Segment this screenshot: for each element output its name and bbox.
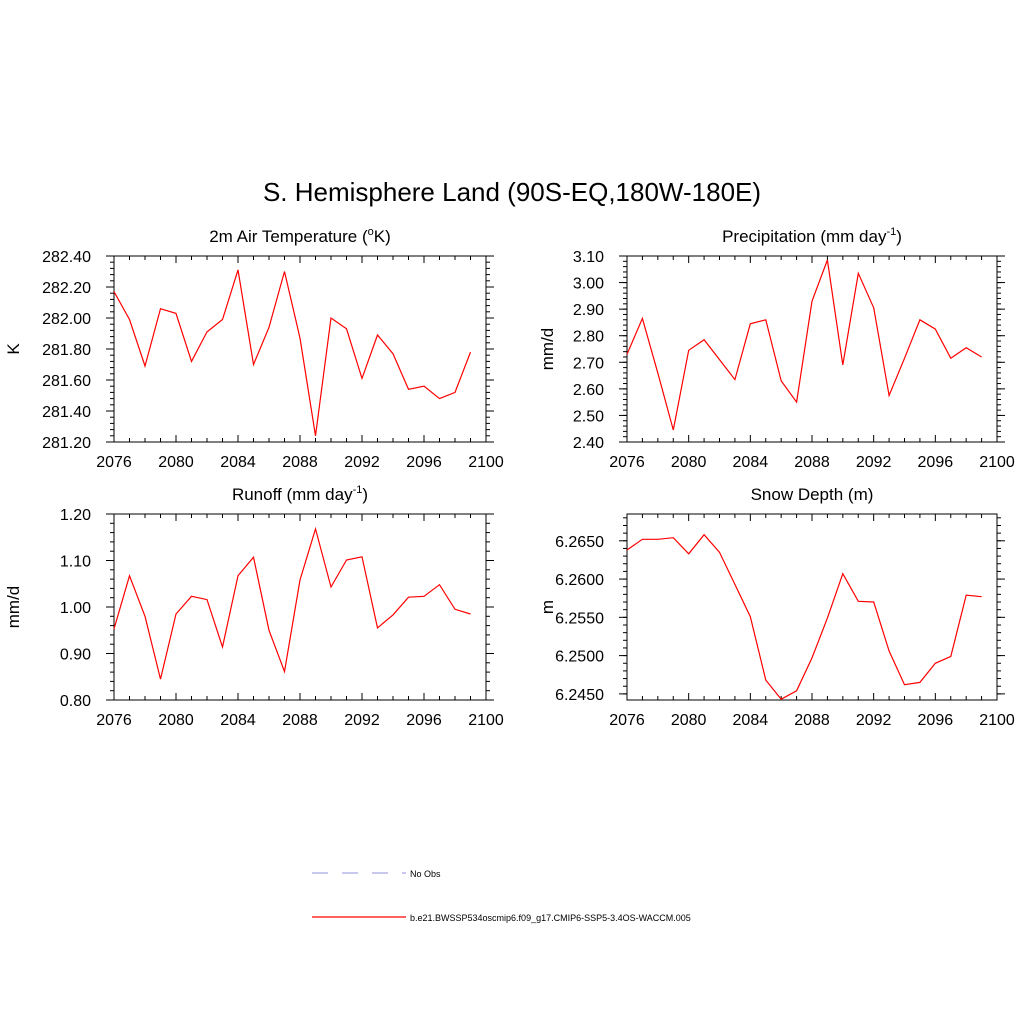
x-tick-label: 2096 (406, 454, 442, 471)
y-tick-label: 281.80 (42, 342, 91, 359)
y-axis-label: mm/d (538, 328, 557, 371)
panel-title-text: Snow Depth (m) (751, 485, 874, 504)
plot-frame (626, 513, 998, 701)
panel-title: 2m Air Temperature (oK) (209, 226, 391, 246)
y-tick-label: 0.90 (60, 647, 91, 664)
series-line (113, 269, 472, 436)
y-tick-label: 282.40 (42, 249, 91, 266)
y-tick-label: 2.50 (573, 408, 604, 425)
x-tick-label: 2096 (918, 454, 954, 471)
x-tick-label: 2096 (406, 712, 442, 729)
y-tick-label: 1.10 (60, 554, 91, 571)
x-tick-label: 2088 (282, 712, 318, 729)
plot-frame (113, 513, 487, 701)
plot-frame (626, 255, 998, 443)
series-line (626, 259, 982, 431)
y-tick-label: 2.40 (573, 435, 604, 452)
panel-title-text: Runoff (mm day (232, 485, 353, 504)
panel-title-superscript: o (368, 226, 374, 238)
y-tick-label: 0.80 (60, 693, 91, 710)
y-tick-label: 2.80 (573, 329, 604, 346)
x-tick-label: 2084 (733, 454, 769, 471)
panel-title: Snow Depth (m) (751, 485, 874, 504)
y-tick-label: 3.00 (573, 276, 604, 293)
x-tick-label: 2088 (794, 454, 830, 471)
y-tick-label: 1.20 (60, 507, 91, 524)
legend-entry: No Obs (312, 869, 441, 879)
x-tick-label: 2076 (96, 454, 132, 471)
x-tick-label: 2076 (609, 454, 645, 471)
x-tick-label: 2088 (282, 454, 318, 471)
y-axis-label: m (538, 600, 557, 614)
panel-title-suffix: K) (374, 227, 391, 246)
x-tick-label: 2080 (671, 712, 707, 729)
figure-title: S. Hemisphere Land (90S-EQ,180W-180E) (263, 177, 761, 207)
x-tick-label: 2076 (609, 712, 645, 729)
y-tick-label: 282.20 (42, 280, 91, 297)
y-tick-label: 6.2450 (555, 687, 604, 704)
panel-title-suffix: ) (362, 485, 368, 504)
panel-title-suffix: ) (896, 227, 902, 246)
plot-frame (113, 255, 487, 443)
y-tick-label: 281.40 (42, 404, 91, 421)
y-tick-label: 281.60 (42, 373, 91, 390)
legend-label: No Obs (410, 869, 441, 879)
legend-label: b.e21.BWSSP534oscmip6.f09_g17.CMIP6-SSP5… (410, 913, 691, 923)
panel-3: 2076 2080 2084 2088 2092 2096 2100 0.80 0.90 1.00… (4, 484, 504, 729)
x-tick-label: 2100 (468, 712, 504, 729)
x-tick-label: 2092 (856, 712, 892, 729)
x-tick-label: 2080 (671, 454, 707, 471)
x-tick-label: 2100 (979, 712, 1015, 729)
x-tick-label: 2092 (344, 712, 380, 729)
series-line (626, 533, 982, 700)
x-tick-label: 2080 (158, 454, 194, 471)
panel-title: Runoff (mm day-1) (232, 484, 368, 504)
panel-title-superscript: -1 (886, 226, 896, 238)
y-tick-label: 6.2600 (555, 572, 604, 589)
legend-entry: b.e21.BWSSP534oscmip6.f09_g17.CMIP6-SSP5… (312, 913, 691, 923)
y-tick-label: 282.00 (42, 311, 91, 328)
legend: No Obs b.e21.BWSSP534oscmip6.f09_g17.CMIP… (312, 869, 691, 923)
y-tick-label: 6.2650 (555, 534, 604, 551)
y-tick-label: 3.10 (573, 249, 604, 266)
x-tick-label: 2084 (220, 712, 256, 729)
panel-title-superscript: -1 (353, 484, 363, 496)
panel-4: 2076 2080 2084 2088 2092 2096 2100 6.2450 6.2500… (538, 485, 1015, 729)
x-tick-label: 2100 (979, 454, 1015, 471)
x-tick-label: 2100 (468, 454, 504, 471)
y-tick-label: 2.70 (573, 355, 604, 372)
y-tick-label: 281.20 (42, 435, 91, 452)
panel-title-text: Precipitation (mm day (722, 227, 887, 246)
x-tick-label: 2076 (96, 712, 132, 729)
x-tick-label: 2084 (733, 712, 769, 729)
x-tick-label: 2096 (918, 712, 954, 729)
x-tick-label: 2084 (220, 454, 256, 471)
y-tick-label: 2.60 (573, 382, 604, 399)
panel-title: Precipitation (mm day-1) (722, 226, 902, 246)
y-tick-label: 6.2550 (555, 610, 604, 627)
panels: 2076 2080 2084 2088 2092 2096 2100 281.20 281.40… (4, 226, 1015, 729)
x-tick-label: 2080 (158, 712, 194, 729)
y-tick-label: 6.2500 (555, 649, 604, 666)
panel-1: 2076 2080 2084 2088 2092 2096 2100 281.20 281.40… (4, 226, 504, 471)
series-line (113, 526, 471, 680)
x-tick-label: 2092 (856, 454, 892, 471)
y-axis-label: K (4, 343, 23, 355)
y-tick-label: 1.00 (60, 600, 91, 617)
panel-2: 2076 2080 2084 2088 2092 2096 2100 2.40 2.50 2.60… (538, 226, 1015, 471)
x-tick-label: 2092 (344, 454, 380, 471)
panel-title-text: 2m Air Temperature ( (209, 227, 368, 246)
y-tick-label: 2.90 (573, 302, 604, 319)
x-tick-label: 2088 (794, 712, 830, 729)
y-axis-label: mm/d (4, 586, 23, 629)
